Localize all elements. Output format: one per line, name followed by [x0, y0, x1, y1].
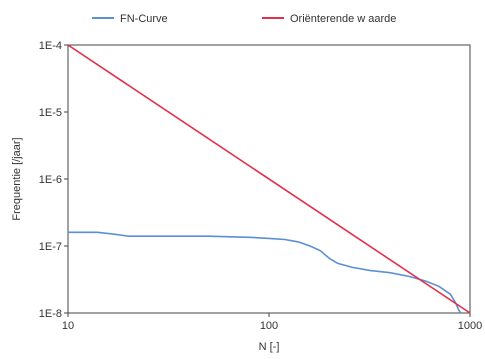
y-tick-label: 1E-4 — [39, 40, 62, 52]
x-tick-label: 1000 — [458, 320, 482, 332]
y-tick-label: 1E-5 — [39, 107, 62, 119]
y-axis-label: Frequentie [/jaar] — [11, 137, 23, 220]
legend: FN-Curve Oriënterende w aarde — [92, 13, 396, 25]
y-tick-label: 1E-6 — [39, 174, 62, 186]
y-tick-label: 1E-7 — [39, 241, 62, 253]
series-line-0 — [68, 231, 462, 314]
series-line-1 — [67, 44, 471, 314]
legend-label-1: Oriënterende w aarde — [290, 13, 396, 25]
ticks-layer: 10 100 1000 1E-4 1E-5 1E-6 1E-7 1E-8 — [39, 40, 482, 332]
legend-label-0: FN-Curve — [120, 13, 168, 25]
x-axis-label: N [-] — [259, 341, 280, 353]
series-layer — [67, 44, 471, 314]
x-tick-label: 10 — [62, 320, 74, 332]
y-tick-label: 1E-8 — [39, 308, 62, 320]
x-tick-label: 100 — [260, 320, 278, 332]
